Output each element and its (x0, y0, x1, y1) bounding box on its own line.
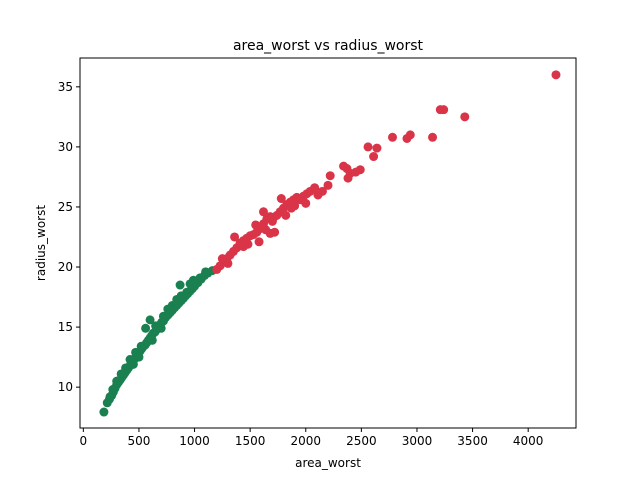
point-series-1 (369, 152, 379, 162)
point-series-0 (201, 267, 211, 277)
point-series-1 (355, 165, 365, 175)
point-series-0 (105, 392, 115, 402)
x-tick-label: 4000 (513, 434, 544, 448)
point-series-0 (175, 280, 185, 290)
point-series-1 (259, 207, 268, 217)
x-tick-label: 500 (127, 434, 150, 448)
point-series-1 (301, 198, 311, 208)
point-series-0 (116, 369, 126, 379)
point-series-0 (156, 323, 166, 333)
y-tick-label: 15 (58, 320, 73, 334)
y-axis: 10 15 20 25 30 35 (58, 80, 80, 394)
point-series-1 (343, 173, 353, 183)
point-series-0 (172, 294, 182, 304)
point-series-0 (158, 311, 168, 321)
point-series-0 (147, 335, 157, 345)
point-series-1 (270, 227, 280, 237)
point-series-1 (286, 203, 296, 213)
point-series-0 (134, 352, 144, 362)
y-tick-label: 35 (58, 80, 73, 94)
y-tick-label: 30 (58, 140, 73, 154)
point-series-1 (281, 210, 291, 220)
point-series-1 (230, 232, 240, 242)
plot-area (80, 58, 576, 428)
point-series-0 (128, 359, 138, 369)
point-series-1 (267, 216, 277, 226)
x-tick-label: 2000 (290, 434, 321, 448)
point-series-0 (163, 304, 173, 314)
x-tick-label: 0 (80, 434, 88, 448)
point-series-0 (108, 385, 118, 395)
point-series-0 (188, 275, 198, 285)
point-series-1 (251, 220, 261, 230)
y-axis-label: radius_worst (34, 205, 48, 281)
x-tick-label: 2500 (346, 434, 377, 448)
point-series-0 (145, 315, 155, 325)
x-axis: 0 500 1000 1500 2000 2500 3000 3500 4000 (80, 428, 544, 448)
point-series-1 (460, 112, 470, 122)
point-series-0 (112, 376, 122, 386)
point-series-1 (405, 130, 415, 140)
data-points (99, 70, 561, 417)
point-series-0 (99, 407, 109, 417)
point-series-1 (310, 183, 320, 193)
y-tick-label: 10 (58, 380, 73, 394)
point-series-1 (439, 105, 449, 115)
y-tick-label: 25 (58, 200, 73, 214)
y-tick-label: 20 (58, 260, 73, 274)
point-series-1 (325, 171, 335, 181)
chart-title: area_worst vs radius_worst (233, 38, 424, 54)
point-series-1 (428, 132, 438, 142)
point-series-1 (223, 258, 233, 268)
point-series-1 (323, 180, 333, 190)
plot-frame (79, 57, 577, 429)
point-series-1 (372, 143, 382, 153)
point-series-1 (276, 194, 286, 204)
point-series-1 (551, 70, 561, 80)
point-series-0 (182, 287, 192, 297)
point-series-1 (317, 186, 327, 196)
x-axis-label: area_worst (295, 456, 361, 470)
point-series-0 (136, 341, 146, 351)
point-series-1 (363, 142, 373, 152)
point-series-1 (243, 239, 253, 249)
x-tick-label: 1500 (235, 434, 266, 448)
x-tick-label: 3500 (457, 434, 488, 448)
point-series-1 (254, 237, 264, 247)
x-tick-label: 3000 (402, 434, 433, 448)
point-series-0 (141, 323, 151, 333)
point-series-1 (388, 132, 397, 142)
point-series-1 (261, 225, 271, 235)
x-tick-label: 1000 (179, 434, 210, 448)
